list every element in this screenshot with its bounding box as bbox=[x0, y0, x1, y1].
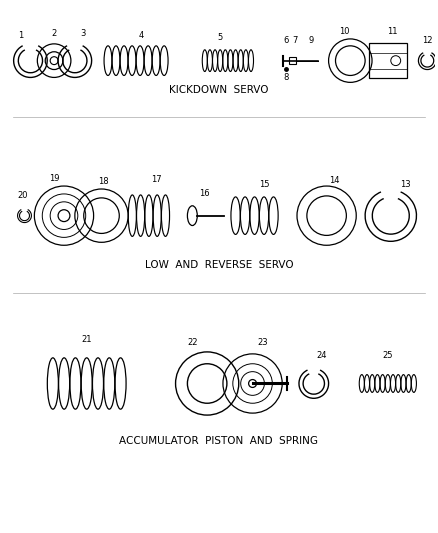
Bar bbox=[289, 57, 296, 64]
Text: 21: 21 bbox=[81, 335, 92, 344]
Text: LOW  AND  REVERSE  SERVO: LOW AND REVERSE SERVO bbox=[145, 260, 293, 270]
Text: 7: 7 bbox=[292, 36, 298, 45]
Text: 4: 4 bbox=[138, 31, 144, 41]
Text: ACCUMULATOR  PISTON  AND  SPRING: ACCUMULATOR PISTON AND SPRING bbox=[120, 436, 318, 446]
Text: 16: 16 bbox=[199, 189, 209, 198]
Text: 17: 17 bbox=[152, 175, 162, 184]
Text: 12: 12 bbox=[422, 36, 433, 45]
Text: 14: 14 bbox=[329, 175, 340, 184]
Text: 18: 18 bbox=[98, 176, 109, 185]
Text: 10: 10 bbox=[339, 27, 350, 36]
Text: 8: 8 bbox=[283, 73, 289, 82]
Text: 25: 25 bbox=[382, 351, 393, 360]
Text: KICKDOWN  SERVO: KICKDOWN SERVO bbox=[169, 85, 269, 95]
Text: 3: 3 bbox=[80, 29, 85, 38]
Text: 6: 6 bbox=[283, 36, 289, 45]
Text: 20: 20 bbox=[17, 191, 28, 200]
Text: 24: 24 bbox=[316, 351, 327, 360]
Text: 2: 2 bbox=[52, 29, 57, 38]
Bar bbox=[369, 43, 406, 78]
Text: 19: 19 bbox=[49, 174, 60, 183]
Text: 22: 22 bbox=[187, 337, 198, 346]
Text: 15: 15 bbox=[259, 180, 270, 189]
Text: 13: 13 bbox=[400, 180, 411, 189]
Text: 5: 5 bbox=[217, 34, 223, 43]
Text: 9: 9 bbox=[308, 36, 314, 45]
Text: 11: 11 bbox=[388, 27, 398, 36]
Text: 1: 1 bbox=[18, 31, 23, 41]
Text: 23: 23 bbox=[257, 337, 268, 346]
